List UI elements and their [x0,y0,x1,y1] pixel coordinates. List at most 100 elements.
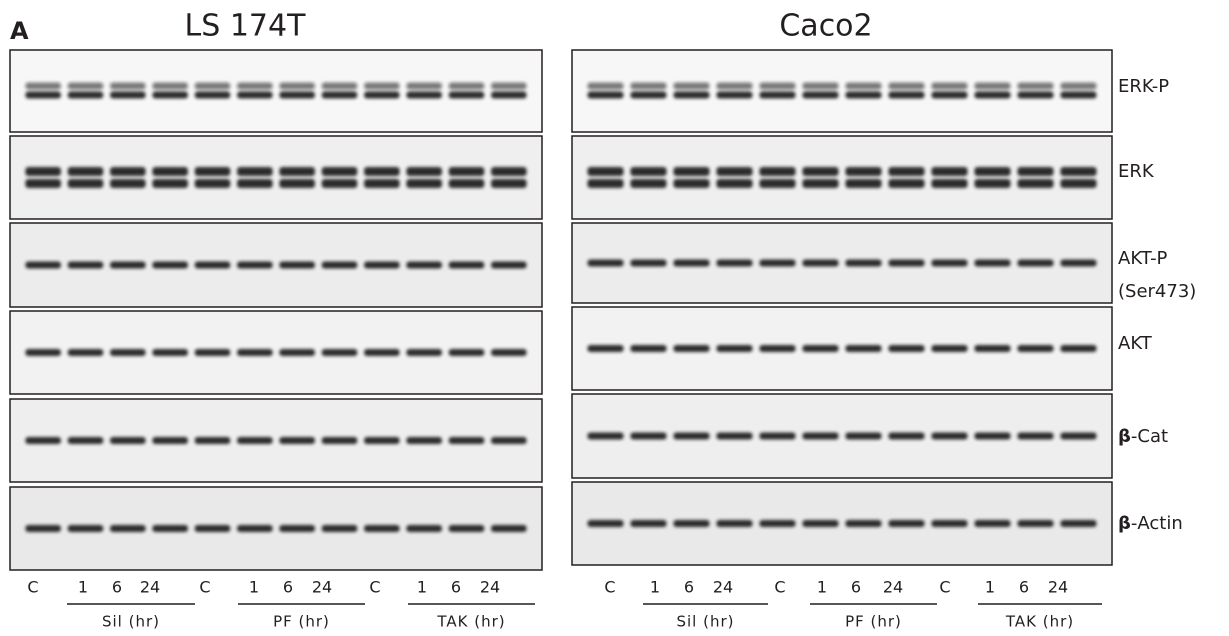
band [152,261,188,269]
group-label: Sil (hr) [102,613,160,631]
band [630,520,667,527]
band [888,259,925,267]
band [888,432,925,440]
lane-label: C [604,578,615,597]
band [974,520,1011,527]
band [931,259,968,267]
band [491,167,527,176]
row-symbol: β [1118,513,1131,534]
band [448,179,485,188]
band [673,432,710,440]
band [888,82,925,90]
band [67,525,104,532]
band [237,525,273,532]
band [587,432,624,440]
row-sublabel: (Ser473) [1118,281,1196,302]
band [321,437,358,444]
lane-label: C [369,578,380,597]
band [491,91,527,99]
blot-frame [9,135,543,220]
band [802,179,839,188]
band [802,82,839,90]
band [364,437,400,444]
band [1017,91,1054,99]
band [152,437,188,444]
band [931,179,968,188]
band [802,167,839,176]
band [152,91,188,99]
bands [25,437,527,444]
band [406,261,442,269]
row-text: AKT-P [1118,248,1168,269]
band [491,437,527,444]
band [974,345,1011,352]
band [237,349,273,356]
row-label: β-Actin [1118,513,1183,534]
band [110,167,146,176]
blot-frame [571,135,1113,220]
band [630,432,667,440]
band [1060,91,1097,99]
lane-label: C [939,578,950,597]
band [321,261,358,269]
row-label: ERK [1118,161,1155,182]
band [845,82,882,90]
band [673,82,710,90]
band [279,261,315,269]
group-label: PF (hr) [273,613,330,631]
band [1060,179,1097,188]
bands [587,432,1097,440]
band [845,259,882,267]
band [630,345,667,352]
band [974,91,1011,99]
band [110,349,146,356]
row-label: ERK-P [1118,76,1169,97]
band [110,437,146,444]
lane-label: 24 [312,578,332,597]
lane-label: 6 [451,578,461,597]
band [630,179,667,188]
bands [587,345,1097,352]
panel-title: LS 174T [185,9,307,44]
band [759,179,796,188]
band [364,167,400,176]
band [237,261,273,269]
band [587,167,624,176]
band [673,179,710,188]
row-label: β-Cat [1118,426,1168,447]
lane-label: C [199,578,210,597]
band [716,167,753,176]
band [673,259,710,267]
band [802,432,839,440]
band [279,91,315,99]
band [931,432,968,440]
band [321,525,358,532]
band [491,261,527,269]
group-label: TAK (hr) [1005,613,1074,631]
band [67,261,104,269]
band [759,345,796,352]
band [279,167,315,176]
band [491,82,527,90]
band [448,525,485,532]
row-text: -Cat [1131,426,1168,447]
band [237,179,273,188]
band [364,349,400,356]
band [845,167,882,176]
band [1060,345,1097,352]
band [152,349,188,356]
band [716,82,753,90]
row-text: ERK-P [1118,76,1169,97]
lane-label: 6 [851,578,861,597]
band [716,345,753,352]
band [630,259,667,267]
band [673,345,710,352]
lane-label: 6 [1019,578,1029,597]
band [152,525,188,532]
band [716,179,753,188]
band [194,437,231,444]
band [630,82,667,90]
lane-label: C [774,578,785,597]
band [194,167,231,176]
band [1017,345,1054,352]
